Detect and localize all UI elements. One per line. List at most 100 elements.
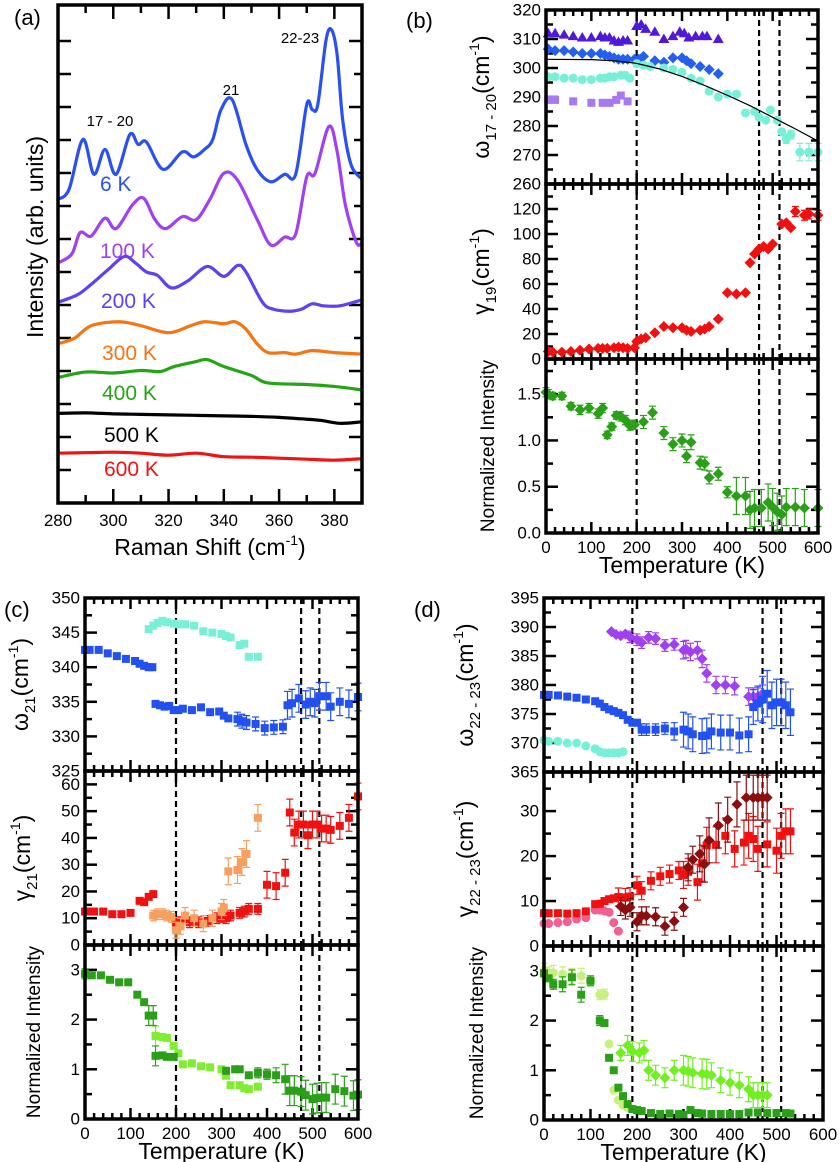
marker-square: [614, 708, 623, 717]
marker-square: [224, 714, 233, 723]
spectrum-200k: [57, 254, 363, 313]
marker-square: [633, 1106, 641, 1115]
marker-diamond: [696, 653, 708, 665]
marker-diamond: [733, 1079, 745, 1091]
marker-square: [135, 896, 144, 905]
marker-square: [235, 641, 244, 650]
x-tick-label: 600: [344, 1124, 372, 1143]
marker-diamond: [583, 343, 595, 355]
marker-circle: [754, 112, 764, 122]
marker-square: [158, 910, 167, 919]
marker-diamond: [547, 390, 559, 402]
y-tick-label: 100: [513, 225, 541, 244]
marker-square: [272, 882, 281, 891]
marker-triangle: [640, 23, 652, 33]
marker-square: [217, 629, 226, 638]
marker-square: [226, 911, 235, 920]
marker-diamond: [687, 1067, 699, 1079]
marker-circle: [731, 89, 741, 99]
marker-square: [772, 698, 781, 707]
marker-diamond: [556, 346, 568, 358]
y-axis-label: γ22 - 23(cm-1): [450, 801, 484, 918]
marker-square: [702, 841, 711, 850]
y-tick-label: 290: [513, 88, 541, 107]
marker-square: [763, 1109, 772, 1118]
marker-diamond: [729, 680, 741, 692]
y-axis-label: Normalized Intensity: [467, 946, 488, 1119]
marker-diamond: [668, 638, 680, 650]
marker-diamond: [659, 1072, 671, 1084]
marker-square: [335, 697, 344, 706]
marker-square: [665, 1109, 674, 1118]
marker-square: [786, 708, 795, 717]
x-axis-label: Temperature (K): [599, 552, 765, 578]
marker-square: [99, 907, 108, 916]
marker-square: [614, 1083, 623, 1092]
marker-triangle: [678, 27, 690, 38]
marker-circle: [713, 92, 723, 102]
marker-diamond: [730, 490, 742, 502]
marker-square: [567, 973, 576, 982]
marker-square: [222, 632, 231, 641]
y-tick-label: 325: [52, 762, 80, 781]
marker-diamond: [624, 901, 636, 913]
marker-diamond: [691, 644, 703, 656]
y-tick-label: 10: [520, 892, 539, 911]
y-tick-label: 0.0: [517, 524, 541, 543]
marker-square: [174, 1049, 183, 1058]
marker-circle: [581, 913, 591, 923]
marker-diamond: [703, 63, 715, 75]
marker-circle: [609, 918, 619, 928]
marker-square: [693, 1109, 702, 1118]
marker-square: [162, 911, 171, 920]
marker-square: [263, 1070, 271, 1079]
marker-diamond: [699, 458, 711, 470]
marker-square: [140, 898, 149, 907]
marker-square: [158, 1032, 167, 1041]
marker-square: [212, 914, 221, 923]
marker-square: [222, 1066, 231, 1075]
marker-diamond: [703, 471, 715, 483]
marker-diamond: [549, 45, 561, 57]
marker-circle: [562, 917, 572, 927]
mode-annotation: 21: [223, 82, 240, 99]
marker-square: [106, 975, 115, 984]
y-tick-label: 260: [513, 175, 541, 194]
marker-diamond: [721, 486, 733, 498]
marker-diamond: [755, 502, 767, 514]
marker-diamond: [658, 321, 670, 332]
marker-square: [242, 718, 251, 727]
marker-diamond: [694, 848, 706, 860]
marker-square: [777, 698, 786, 707]
marker-square: [591, 900, 600, 909]
marker-square: [693, 878, 702, 887]
y-tick-label: 1.5: [517, 385, 541, 404]
marker-diamond: [640, 910, 652, 922]
x-tick-label: 200: [623, 1125, 651, 1144]
marker-square: [235, 1081, 244, 1090]
ylabel-close: ): [468, 228, 494, 236]
marker-square: [306, 697, 315, 706]
marker-square: [581, 907, 590, 916]
x-tick-label: 200: [162, 1124, 190, 1143]
marker-diamond: [659, 920, 671, 932]
marker-square: [112, 652, 121, 661]
marker-square: [94, 645, 103, 654]
marker-square: [253, 813, 262, 822]
series-omega-cyan: [539, 735, 628, 758]
marker-diamond: [583, 402, 595, 414]
marker-square: [176, 922, 185, 931]
y-tick-label: 80: [522, 250, 541, 269]
marker-square: [665, 870, 674, 879]
panel-label: (d): [414, 597, 441, 622]
y-tick-label: 20: [522, 325, 541, 344]
fit-line: [545, 58, 819, 142]
y-tick-label: 30: [61, 855, 80, 874]
marker-diamond: [668, 915, 680, 927]
x-tick-label: 600: [809, 1125, 837, 1144]
marker-square: [115, 978, 124, 987]
marker-square: [244, 652, 253, 661]
marker-diamond: [574, 404, 586, 416]
marker-square: [781, 1109, 790, 1118]
